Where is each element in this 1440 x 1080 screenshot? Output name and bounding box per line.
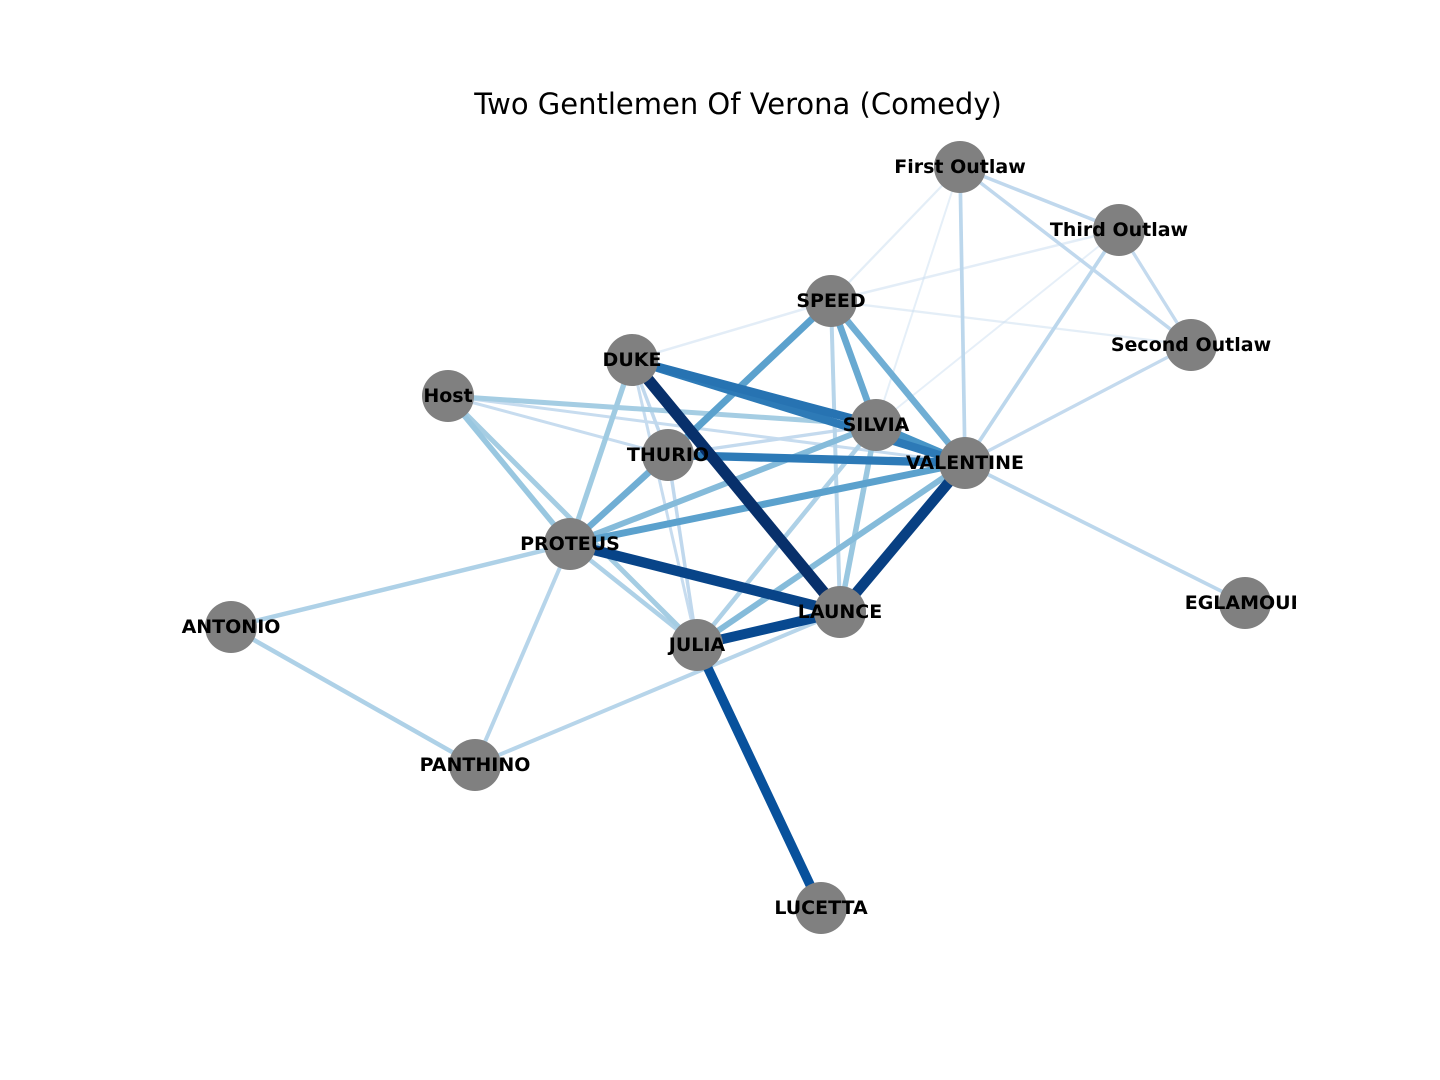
edge-first-outlaw-silvia (875, 166, 961, 426)
node-layer: First Outlaw Third Outlaw SPEED Second Outl… (182, 141, 1306, 934)
node-circle (939, 437, 991, 489)
node-first-outlaw: First Outlaw (894, 141, 1026, 193)
node-host: Host (422, 370, 474, 422)
node-label: SPEED (796, 290, 865, 312)
node-circle (449, 739, 501, 791)
node-julia: JULIA (667, 619, 726, 671)
node-label: PANTHINO (420, 754, 531, 776)
node-second-outlaw: Second Outlaw (1111, 319, 1271, 371)
edge-silvia-proteus (568, 422, 878, 547)
edge-duke-launce (627, 356, 845, 616)
node-circle (850, 399, 902, 451)
edge-thurio-julia (666, 454, 699, 646)
node-circle (642, 429, 694, 481)
edge-host-proteus (445, 394, 573, 546)
edge-valentine-proteus (569, 459, 966, 548)
edge-antonio-panthino (229, 625, 477, 767)
edge-third-outlaw-valentine (963, 228, 1121, 465)
node-circle (205, 601, 257, 653)
edge-speed-valentine (828, 298, 968, 466)
edge-speed-duke (631, 299, 832, 362)
node-circle (1219, 577, 1271, 629)
edge-first-outlaw-speed (830, 166, 961, 302)
edge-duke-silvia (630, 355, 878, 430)
node-label: LAUNCE (798, 601, 882, 623)
node-third-outlaw: Third Outlaw (1050, 204, 1188, 256)
node-panthino: PANTHINO (420, 739, 531, 791)
node-speed: SPEED (796, 275, 866, 327)
node-label: Third Outlaw (1050, 219, 1188, 241)
node-label: SILVIA (843, 414, 910, 436)
node-circle (1093, 204, 1145, 256)
node-label: JULIA (667, 634, 726, 656)
node-circle (671, 619, 723, 671)
node-lucetta: LUCETTA (774, 882, 868, 934)
edge-first-outlaw-third-outlaw (959, 165, 1120, 232)
edge-valentine-launce (835, 459, 970, 616)
edge-proteus-julia (568, 542, 699, 647)
edge-valentine-julia (695, 460, 967, 648)
node-label: EGLAMOUR (1185, 592, 1306, 614)
node-label: PROTEUS (520, 533, 620, 555)
node-duke: DUKE (603, 334, 662, 386)
edge-proteus-panthino (473, 543, 572, 766)
node-launce: LAUNCE (798, 586, 882, 638)
node-antonio: ANTONIO (182, 601, 281, 653)
node-label: Second Outlaw (1111, 334, 1271, 356)
edge-valentine-eglamour (964, 461, 1246, 605)
edge-first-outlaw-second-outlaw (958, 165, 1193, 347)
edge-host-thurio (447, 394, 669, 457)
node-label: VALENTINE (906, 452, 1024, 474)
node-label: THURIO (627, 444, 709, 466)
node-circle (934, 141, 986, 193)
node-circle (422, 370, 474, 422)
edge-duke-proteus (567, 359, 635, 545)
edge-launce-panthino (474, 610, 841, 767)
node-circle (606, 334, 658, 386)
node-circle (795, 882, 847, 934)
node-circle (805, 275, 857, 327)
node-label: First Outlaw (894, 156, 1026, 178)
edge-third-outlaw-silvia (875, 229, 1120, 426)
node-eglamour: EGLAMOUR (1185, 577, 1306, 629)
edge-host-silvia (447, 393, 877, 428)
edge-julia-lucetta (692, 642, 826, 911)
graph-title: Two Gentlemen Of Verona (Comedy) (473, 87, 1002, 121)
edge-silvia-launce (837, 424, 879, 613)
node-label: Host (423, 385, 472, 407)
node-circle (544, 518, 596, 570)
node-proteus: PROTEUS (520, 518, 620, 570)
edge-host-valentine (447, 394, 966, 465)
node-label: DUKE (603, 349, 662, 371)
node-circle (1165, 319, 1217, 371)
edge-second-outlaw-speed (830, 299, 1192, 347)
edge-third-outlaw-speed (830, 228, 1120, 303)
edge-first-outlaw-valentine (958, 166, 967, 464)
node-valentine: VALENTINE (906, 437, 1024, 489)
edge-proteus-antonio (230, 541, 571, 630)
edge-proteus-launce (568, 539, 842, 617)
edge-layer (229, 165, 1246, 911)
node-circle (814, 586, 866, 638)
node-silvia: SILVIA (843, 399, 910, 451)
edge-second-outlaw-valentine (964, 343, 1192, 465)
node-thurio: THURIO (627, 429, 709, 481)
node-label: LUCETTA (774, 897, 868, 919)
node-label: ANTONIO (182, 616, 281, 638)
